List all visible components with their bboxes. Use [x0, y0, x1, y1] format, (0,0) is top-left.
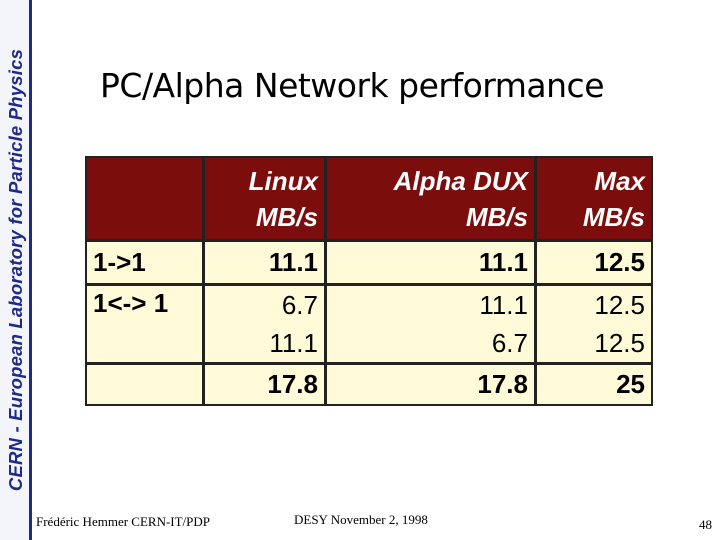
cell-value: 12.5	[594, 290, 645, 320]
footer-event: DESY November 2, 1998	[294, 512, 428, 527]
row-label	[87, 365, 205, 404]
header-max-line2: MB/s	[582, 201, 645, 232]
header-linux-line1: Linux	[248, 165, 318, 196]
row-label: 1<-> 1	[87, 286, 205, 365]
header-max-line1: Max	[594, 165, 645, 196]
cell-max: 12.5	[537, 242, 651, 286]
table-header-corner	[87, 158, 205, 242]
cell-value: 12.5	[594, 328, 645, 358]
cell-linux: 11.1	[205, 242, 327, 286]
cell-alpha: 11.1	[327, 242, 537, 286]
sidebar-banner-text: CERN - European Laboratory for Particle …	[5, 48, 26, 492]
header-alpha-line2: MB/s	[465, 201, 528, 232]
table-header-linux: Linux MB/s	[205, 158, 327, 242]
footer-author: Frédéric Hemmer CERN-IT/PDP	[36, 514, 211, 529]
cell-max: 12.5 12.5	[537, 286, 651, 365]
table-row: 1<-> 1 6.7 11.1 11.1 6.7 12.5 12.5	[87, 286, 651, 365]
header-linux-line2: MB/s	[255, 201, 318, 232]
header-alpha-line1: Alpha DUX	[393, 165, 528, 196]
row-label: 1->1	[87, 242, 205, 286]
slide-title: PC/Alpha Network performance	[100, 66, 605, 105]
cell-value: 6.7	[491, 328, 528, 358]
cell-linux: 6.7 11.1	[205, 286, 327, 365]
table-row: 1->1 11.1 11.1 12.5	[87, 242, 651, 286]
sidebar-banner: CERN - European Laboratory for Particle …	[0, 0, 32, 540]
cell-value: 11.1	[479, 290, 528, 320]
cell-value: 6.7	[281, 290, 318, 320]
table-header-max: Max MB/s	[537, 158, 651, 242]
table-row: 17.8 17.8 25	[87, 365, 651, 404]
page-number: 48	[699, 517, 712, 532]
table-header-alpha: Alpha DUX MB/s	[327, 158, 537, 242]
cell-max: 25	[616, 369, 645, 399]
table-header-row: Linux MB/s Alpha DUX MB/s Max MB/s	[87, 158, 651, 242]
cell-value: 11.1	[269, 328, 318, 358]
cell-linux: 17.8	[205, 365, 327, 404]
cell-alpha: 17.8	[327, 365, 537, 404]
performance-table: Linux MB/s Alpha DUX MB/s Max MB/s 1->1 …	[85, 156, 653, 406]
cell-alpha: 11.1 6.7	[327, 286, 537, 365]
